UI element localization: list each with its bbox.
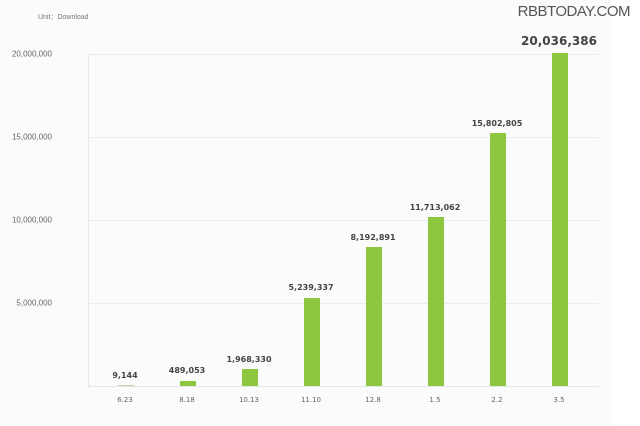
value-label: 15,802,805 bbox=[471, 119, 523, 128]
gridline bbox=[89, 54, 599, 55]
x-tick-label: 12.8 bbox=[365, 396, 381, 404]
watermark-logo: RBBTODAY.COM bbox=[517, 3, 631, 20]
bar-12-8 bbox=[366, 247, 382, 386]
gridline bbox=[89, 303, 599, 304]
plot-area bbox=[88, 53, 599, 387]
y-tick-label: 5,000,000 bbox=[16, 298, 52, 308]
unit-label: Unit：Download bbox=[38, 14, 89, 21]
x-tick-label: 11.10 bbox=[300, 396, 322, 404]
value-label: 5,239,337 bbox=[288, 283, 334, 292]
x-tick-label: 2.2 bbox=[491, 396, 503, 404]
chart-panel: Unit：Download 20,000,000 15,000,000 10,0… bbox=[11, 14, 599, 404]
bar-6-23 bbox=[118, 385, 134, 386]
x-tick-label: 1.5 bbox=[429, 396, 441, 404]
bar-11-10 bbox=[304, 298, 320, 386]
x-tick-label: 10.13 bbox=[238, 396, 260, 404]
y-tick-label: 15,000,000 bbox=[11, 132, 52, 142]
value-label-max: 20,036,386 bbox=[521, 34, 597, 48]
gridline bbox=[89, 220, 599, 221]
bar-3-5 bbox=[552, 53, 568, 386]
value-label: 1,968,330 bbox=[226, 355, 272, 364]
x-tick-label: 3.5 bbox=[553, 396, 565, 404]
value-label: 489,053 bbox=[168, 366, 206, 375]
value-label: 8,192,891 bbox=[350, 233, 396, 242]
bar-10-13 bbox=[242, 369, 258, 386]
x-tick-label: 8.18 bbox=[179, 396, 195, 404]
y-tick-label: 10,000,000 bbox=[11, 215, 52, 225]
bar-8-18 bbox=[180, 381, 196, 386]
x-tick-label: 6.23 bbox=[117, 396, 133, 404]
value-label: 11,713,062 bbox=[409, 203, 461, 212]
y-tick-label: 20,000,000 bbox=[11, 49, 52, 59]
gridline bbox=[89, 137, 599, 138]
bar-1-5 bbox=[428, 217, 444, 386]
bar-2-2 bbox=[490, 133, 506, 386]
value-label: 9,144 bbox=[112, 371, 138, 380]
